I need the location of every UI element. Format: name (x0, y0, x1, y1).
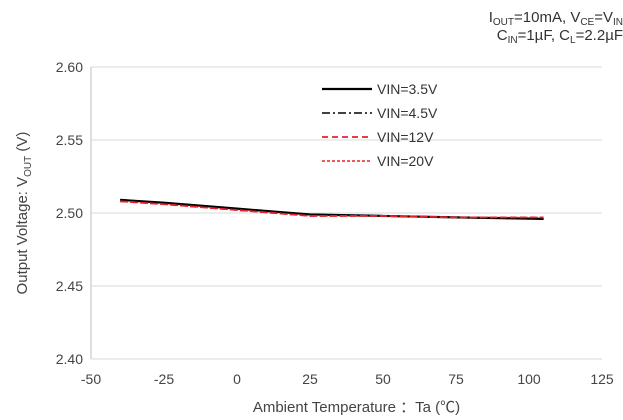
x-tick-label: -50 (81, 371, 101, 387)
legend-label: VIN=4.5V (377, 105, 438, 121)
conditions-line-1: IOUT=10mA, VCE=VIN (488, 9, 623, 28)
y-axis-label: Output Voltage: VOUT (V) (14, 132, 34, 295)
x-tick-label: 0 (233, 371, 241, 387)
x-tick-label: 125 (590, 371, 614, 387)
legend-label: VIN=20V (377, 153, 434, 169)
y-tick-label: 2.60 (56, 59, 83, 75)
y-tick-label: 2.40 (56, 351, 83, 367)
y-tick-label: 2.45 (56, 278, 83, 294)
legend-label: VIN=3.5V (377, 81, 438, 97)
y-tick-label: 2.50 (56, 205, 83, 221)
legend-label: VIN=12V (377, 129, 434, 145)
y-tick-label: 2.55 (56, 132, 83, 148)
x-tick-label: 50 (375, 371, 391, 387)
x-axis-label: Ambient Temperature ：Ta (℃) (253, 399, 460, 416)
x-tick-label: -25 (154, 371, 174, 387)
conditions-line-2: CIN=1µF, CL=2.2µF (496, 27, 623, 46)
x-tick-label: 75 (448, 371, 464, 387)
x-tick-label: 100 (517, 371, 541, 387)
x-tick-label: 25 (302, 371, 318, 387)
series-line-vin-20v (120, 200, 544, 219)
